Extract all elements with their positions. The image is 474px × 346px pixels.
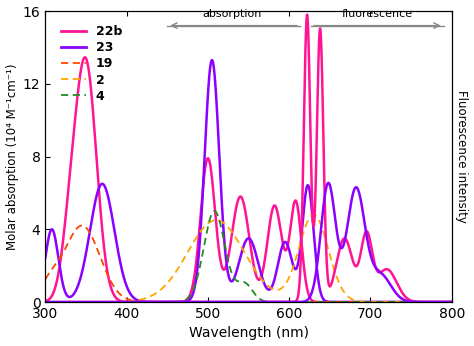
Y-axis label: Fluorescence intensity: Fluorescence intensity (456, 90, 468, 223)
Text: fluorescence: fluorescence (341, 9, 412, 19)
Text: absorption: absorption (202, 9, 262, 19)
Legend: 22b, 23, 19, 2, 4: 22b, 23, 19, 2, 4 (55, 20, 127, 108)
X-axis label: Wavelength (nm): Wavelength (nm) (189, 326, 309, 340)
Y-axis label: Molar absorption (10⁴ M⁻¹cm⁻¹): Molar absorption (10⁴ M⁻¹cm⁻¹) (6, 63, 18, 250)
